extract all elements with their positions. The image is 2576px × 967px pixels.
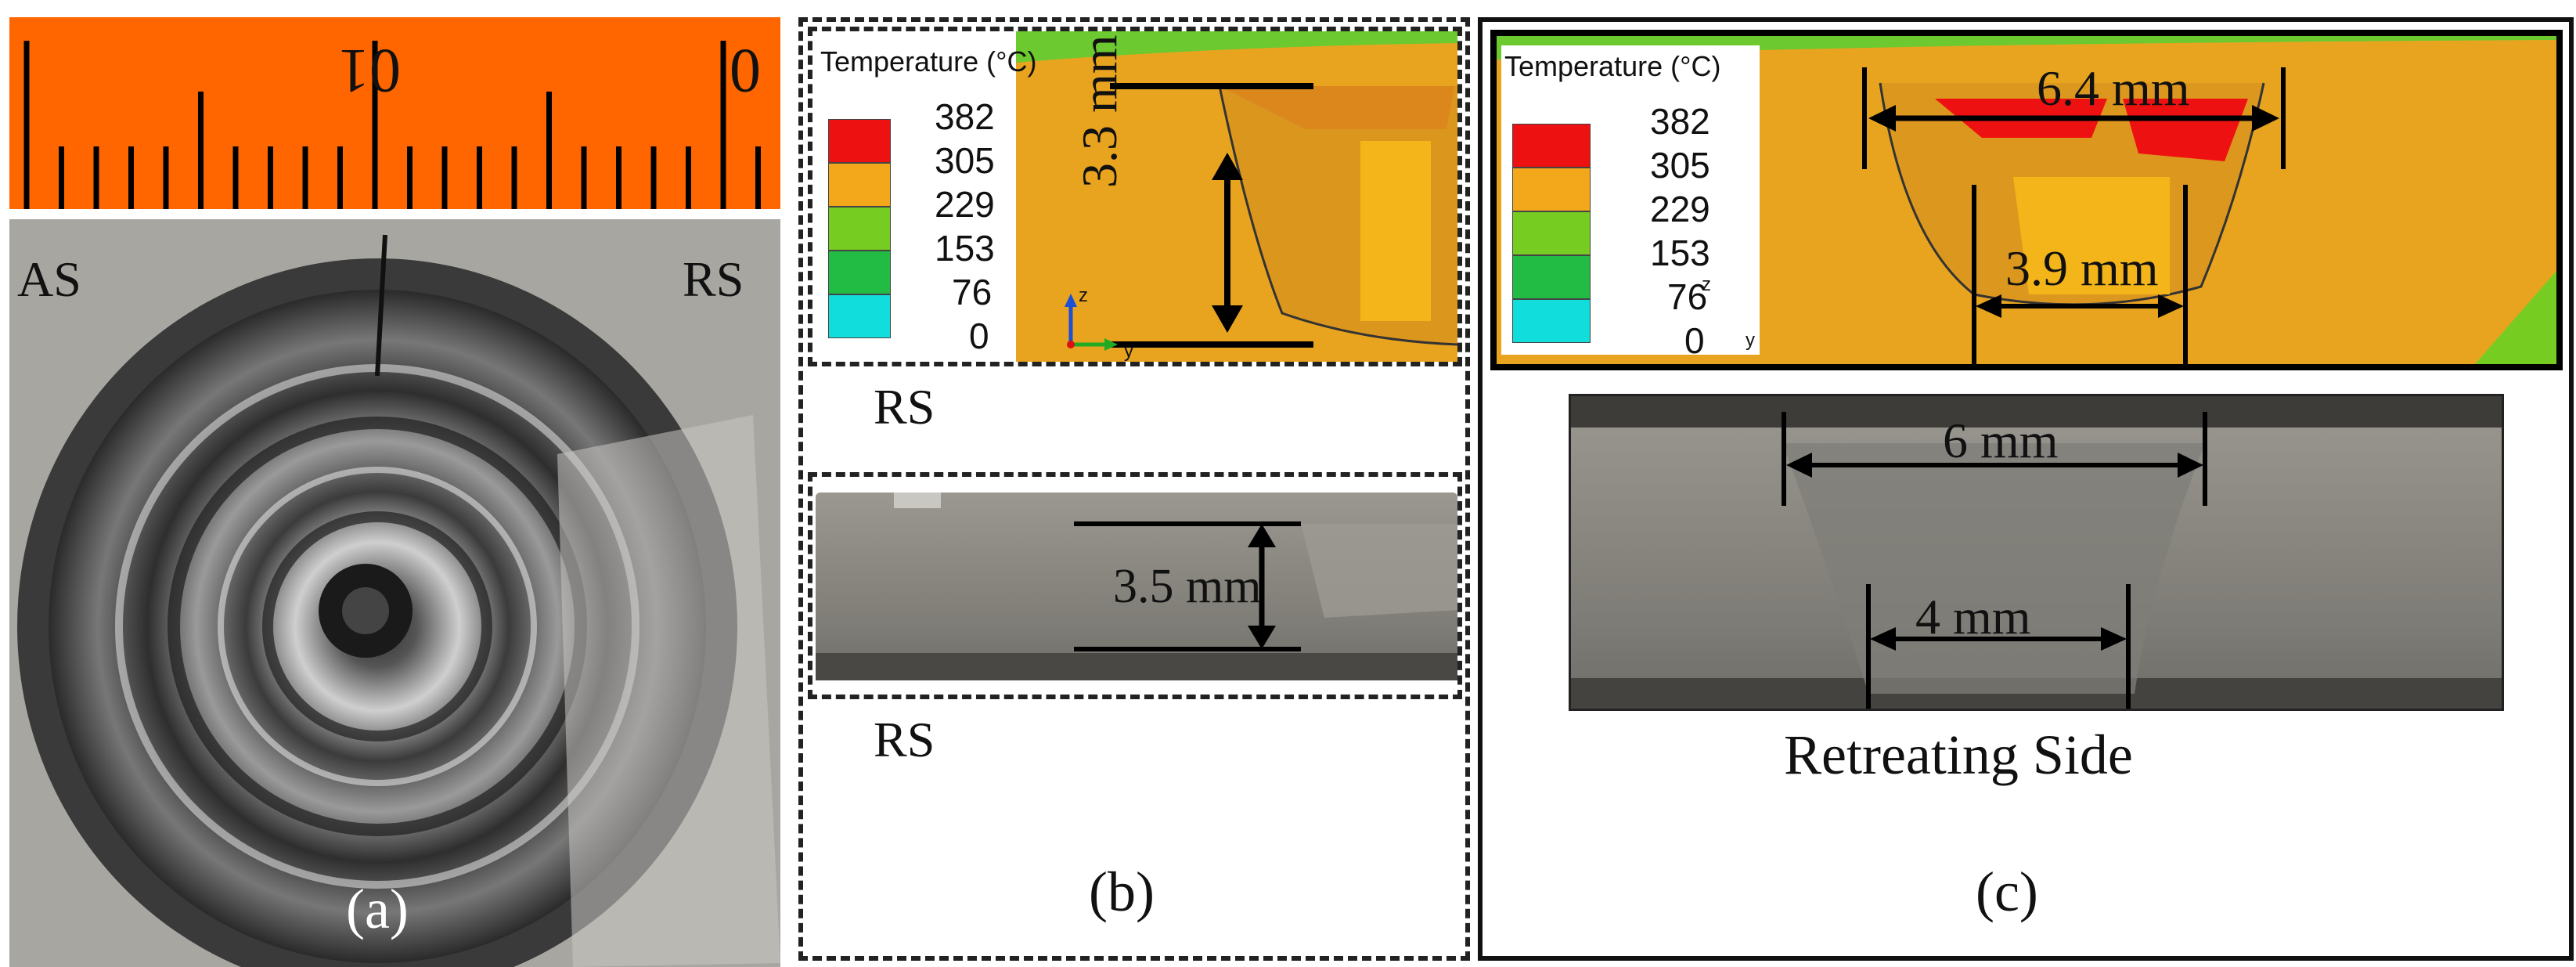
legend-c-value-3: 229 bbox=[1650, 189, 1710, 229]
ruler-label-0: 0 bbox=[730, 36, 761, 105]
legend-c-swatch-1 bbox=[1512, 124, 1591, 168]
simulation-b-graphic bbox=[1016, 31, 1457, 362]
legend-c-value-4: 153 bbox=[1650, 233, 1710, 273]
legend-b-value-1: 382 bbox=[935, 96, 995, 137]
retreating-side-caption: Retreating Side bbox=[1784, 723, 2133, 786]
legend-c-swatch-4 bbox=[1512, 255, 1591, 299]
experiment-c-overlay bbox=[1571, 396, 2502, 709]
legend-b-value-3: 229 bbox=[935, 184, 995, 225]
panel-c-simulation: Temperature (°C) 382 305 229 153 76 0 z … bbox=[1490, 30, 2563, 370]
legend-b-swatch-1 bbox=[828, 119, 891, 163]
legend-b-swatch-5 bbox=[828, 294, 891, 338]
legend-b-swatch-2 bbox=[828, 163, 891, 207]
legend-c: Temperature (°C) 382 305 229 153 76 0 bbox=[1501, 45, 1760, 361]
legend-b-value-2: 305 bbox=[935, 140, 995, 181]
panel-a-caption: (a) bbox=[346, 878, 409, 940]
legend-b-value-5: 76 bbox=[952, 272, 993, 312]
panel-c-caption: (c) bbox=[1976, 861, 2038, 923]
top-width-exp-label: 6 mm bbox=[1943, 413, 2059, 468]
panel-a: 01 0 bbox=[0, 0, 783, 967]
legend-b-value-4: 153 bbox=[935, 228, 995, 269]
ruler-label-10: 01 bbox=[338, 36, 401, 105]
legend-c-value-1: 382 bbox=[1650, 101, 1710, 142]
axis-z-label-c: z bbox=[1702, 274, 1711, 295]
axis-y-label-b: y bbox=[1124, 341, 1133, 362]
experiment-c-photo: 6 mm 4 mm bbox=[1571, 396, 2502, 709]
axis-z-label-b: z bbox=[1079, 285, 1088, 306]
depth-exp-label: 3.5 mm bbox=[1113, 560, 1262, 613]
experiment-b-photo: 3.5 mm bbox=[816, 493, 1457, 680]
panel-b-simulation: Temperature (°C) 382 305 229 153 76 0 z … bbox=[808, 27, 1462, 366]
bottom-width-sim-label: 3.9 mm bbox=[2005, 240, 2159, 296]
legend-b-title: Temperature (°C) bbox=[820, 45, 1037, 78]
legend-b-swatches bbox=[828, 119, 891, 338]
legend-c-swatch-3 bbox=[1512, 211, 1591, 255]
legend-b-value-6: 0 bbox=[969, 316, 989, 356]
rs-label-sim: RS bbox=[874, 379, 935, 435]
axis-y-label-c: y bbox=[1746, 330, 1755, 351]
legend-c-value-5: 76 bbox=[1667, 276, 1708, 317]
ruler-ticks bbox=[23, 41, 761, 209]
panel-c: Temperature (°C) 382 305 229 153 76 0 z … bbox=[1478, 17, 2574, 961]
depth-sim-label: 3.3 mm bbox=[1072, 34, 1127, 188]
weld-spot-image bbox=[9, 219, 780, 967]
bottom-width-exp-label: 4 mm bbox=[1915, 589, 2031, 644]
legend-b: Temperature (°C) 382 305 229 153 76 0 bbox=[817, 41, 1036, 356]
legend-c-swatch-2 bbox=[1512, 168, 1591, 211]
legend-b-swatch-3 bbox=[828, 207, 891, 251]
retreating-side-label: RS bbox=[683, 251, 744, 307]
legend-b-swatch-4 bbox=[828, 251, 891, 294]
top-width-sim-label: 6.4 mm bbox=[2037, 60, 2190, 116]
rs-label-exp: RS bbox=[874, 712, 935, 767]
legend-c-value-6: 0 bbox=[1684, 320, 1705, 361]
ruler: 01 0 bbox=[9, 17, 780, 209]
legend-c-title: Temperature (°C) bbox=[1504, 50, 1721, 82]
weld-photo: AS RS (a) bbox=[9, 219, 780, 967]
experiment-b-overlay bbox=[816, 493, 1457, 680]
legend-c-swatches bbox=[1512, 124, 1591, 343]
advancing-side-label: AS bbox=[17, 251, 81, 307]
panel-b: Temperature (°C) 382 305 229 153 76 0 z … bbox=[798, 17, 1470, 961]
panel-c-experiment: 6 mm 4 mm bbox=[1569, 394, 2504, 711]
panel-b-experiment: 3.5 mm bbox=[808, 472, 1462, 699]
legend-c-swatch-5 bbox=[1512, 299, 1591, 343]
panel-b-caption: (b) bbox=[1089, 861, 1155, 923]
legend-c-value-2: 305 bbox=[1650, 145, 1710, 186]
